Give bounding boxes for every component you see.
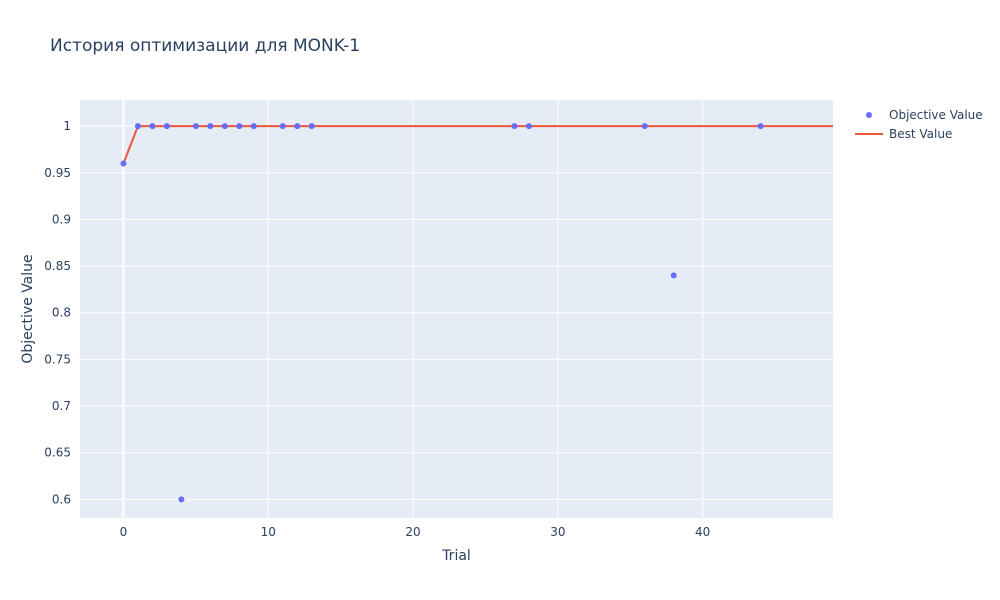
data-point[interactable]: [308, 123, 315, 130]
x-axis-ticks: 0 10 20 30 40: [120, 525, 711, 539]
x-axis-title: Trial: [441, 548, 471, 564]
data-point[interactable]: [221, 123, 228, 130]
data-point[interactable]: [279, 123, 286, 130]
data-point[interactable]: [511, 123, 518, 130]
y-tick-label: 0.85: [44, 259, 71, 273]
legend-marker-icon: [866, 112, 872, 118]
y-tick-label: 0.65: [44, 446, 71, 460]
x-tick-label: 10: [261, 525, 276, 539]
data-point[interactable]: [250, 123, 257, 130]
grid: [80, 100, 833, 518]
data-point[interactable]: [192, 123, 199, 130]
legend-item[interactable]: Best Value: [855, 127, 952, 141]
legend[interactable]: Objective Value Best Value: [855, 108, 983, 141]
x-tick-label: 20: [405, 525, 420, 539]
data-point[interactable]: [294, 123, 301, 130]
y-tick-label: 1: [63, 119, 71, 133]
y-tick-label: 0.6: [52, 492, 71, 506]
y-axis-title: Objective Value: [20, 254, 36, 363]
data-point[interactable]: [236, 123, 243, 130]
legend-label: Objective Value: [889, 108, 983, 122]
data-point[interactable]: [641, 123, 648, 130]
data-point[interactable]: [178, 496, 185, 503]
data-point[interactable]: [120, 160, 127, 167]
plot-area: [80, 100, 833, 518]
legend-label: Best Value: [889, 127, 952, 141]
x-tick-label: 40: [695, 525, 710, 539]
y-tick-label: 0.8: [52, 306, 71, 320]
y-tick-label: 0.75: [44, 352, 71, 366]
data-point[interactable]: [670, 272, 677, 279]
data-point[interactable]: [757, 123, 764, 130]
y-tick-label: 0.95: [44, 166, 71, 180]
chart-title: История оптимизации для MONK-1: [50, 36, 360, 56]
data-point[interactable]: [163, 123, 170, 130]
y-tick-label: 0.9: [52, 212, 71, 226]
legend-item[interactable]: Objective Value: [866, 108, 983, 122]
data-point[interactable]: [149, 123, 156, 130]
y-axis-ticks: 0.6 0.65 0.7 0.75 0.8 0.85 0.9 0.95 1: [44, 119, 71, 506]
data-point[interactable]: [525, 123, 532, 130]
data-point[interactable]: [207, 123, 214, 130]
x-tick-label: 0: [120, 525, 128, 539]
x-tick-label: 30: [550, 525, 565, 539]
y-tick-label: 0.7: [52, 399, 71, 413]
data-point[interactable]: [134, 123, 141, 130]
series-layer: [120, 123, 833, 503]
